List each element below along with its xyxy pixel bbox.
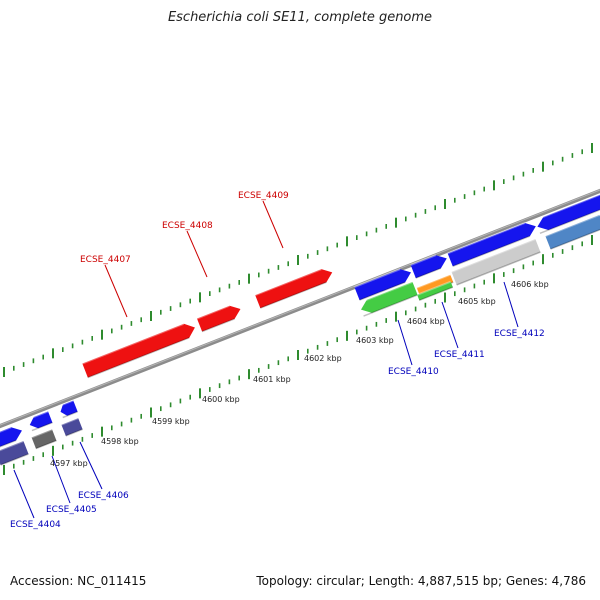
gene-feature-ecse-4409[interactable] (254, 266, 335, 309)
gene-label[interactable]: ECSE_4406 (78, 491, 129, 501)
kbp-label: 4606 kbp (511, 280, 549, 289)
gene-feature-blue-small-2[interactable] (57, 399, 78, 419)
label-leader-line (262, 200, 284, 249)
label-leader-line (51, 455, 71, 504)
gene-labels: ECSE_4407 ECSE_4408 ECSE_4409 ECSE_4404 ECSE… (10, 191, 545, 530)
gene-feature-blue-4[interactable] (534, 193, 600, 234)
gene-feature-ecse-4411-lower[interactable] (416, 280, 454, 302)
label-leader-line (503, 281, 519, 328)
kbp-label: 4599 kbp (152, 417, 190, 426)
gene-feature-blue-3[interactable] (447, 220, 539, 268)
gene-label[interactable]: ECSE_4410 (388, 367, 439, 377)
label-leader-line (79, 441, 103, 490)
kbp-label: 4600 kbp (202, 395, 240, 404)
genome-backbone-highlight (0, 189, 600, 426)
label-leaders (13, 200, 519, 519)
gene-feature-blue-1[interactable] (354, 266, 413, 301)
gene-feature-blue-left[interactable] (0, 424, 25, 449)
gene-feature-ecse-4404[interactable] (0, 440, 29, 466)
outer-tick-ring (3, 143, 593, 377)
gene-feature-ecse-4406[interactable] (61, 417, 83, 437)
gene-feature-blue-2[interactable] (410, 252, 450, 279)
kbp-label: 4601 kbp (253, 375, 291, 384)
topology-text: Topology: circular; Length: 4,887,515 bp… (256, 574, 586, 588)
gene-feature-ecse-4408[interactable] (196, 302, 243, 333)
kbp-labels: 4597 kbp 4598 kbp 4599 kbp 4600 kbp 4601 kbp… (50, 280, 549, 468)
label-leader-line (397, 319, 413, 366)
gene-feature-ecse-4410[interactable] (358, 280, 418, 317)
kbp-label: 4605 kbp (458, 297, 496, 306)
kbp-label: 4604 kbp (407, 317, 445, 326)
gene-feature-blue-small-1[interactable] (27, 410, 53, 432)
genome-backbone (0, 188, 600, 429)
inner-tick-ring (3, 235, 593, 475)
kbp-label: 4602 kbp (304, 354, 342, 363)
map-title: Escherichia coli SE11, complete genome (167, 10, 433, 25)
gene-feature-steel[interactable] (545, 213, 600, 250)
label-leader-line (13, 469, 35, 519)
label-leader-line (441, 301, 459, 349)
gene-label[interactable]: ECSE_4409 (238, 191, 289, 201)
gene-label[interactable]: ECSE_4411 (434, 350, 485, 360)
gene-label[interactable]: ECSE_4407 (80, 255, 131, 265)
accession-text: Accession: NC_011415 (10, 574, 147, 588)
kbp-label: 4598 kbp (101, 437, 139, 446)
gene-feature-ecse-4405[interactable] (31, 428, 57, 450)
gene-feature-ecse-4412[interactable] (451, 238, 541, 286)
label-leader-line (186, 230, 208, 278)
kbp-label: 4597 kbp (50, 459, 88, 468)
kbp-label: 4603 kbp (356, 336, 394, 345)
gene-feature-ecse-4407[interactable] (81, 320, 197, 379)
gene-label[interactable]: ECSE_4408 (162, 221, 213, 231)
gene-label[interactable]: ECSE_4404 (10, 520, 61, 530)
label-leader-line (104, 264, 128, 318)
gene-label[interactable]: ECSE_4405 (46, 505, 97, 515)
gene-label[interactable]: ECSE_4412 (494, 329, 545, 339)
gene-features (0, 193, 600, 466)
